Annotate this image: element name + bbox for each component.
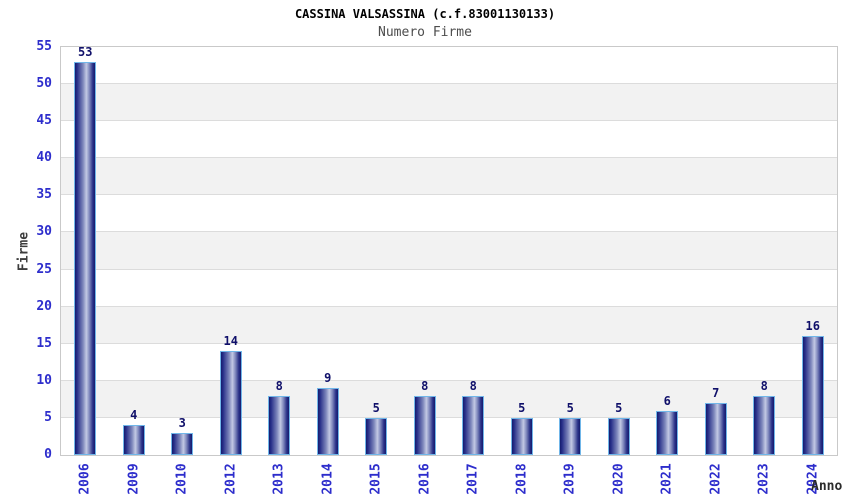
x-tick-label: 2022 (708, 463, 724, 495)
bar (704, 403, 727, 455)
grid-line (61, 194, 837, 196)
bar-value-label: 8 (469, 378, 477, 393)
bar-value-label: 9 (324, 371, 332, 386)
bar (462, 395, 485, 455)
x-tick-label: 2014 (320, 463, 336, 495)
bar (656, 410, 679, 455)
bar (801, 336, 824, 455)
bar (510, 417, 533, 455)
grid-line (61, 120, 837, 122)
bar-value-label: 8 (275, 378, 283, 393)
grid-line (61, 268, 837, 270)
bar-value-label: 6 (663, 393, 671, 408)
bar (122, 425, 145, 455)
bar-value-label: 5 (518, 400, 526, 415)
bar (559, 417, 582, 455)
bar (365, 417, 388, 455)
x-tick-label: 2021 (659, 463, 675, 495)
y-tick-label: 35 (36, 187, 52, 203)
grid-band (61, 343, 837, 381)
x-tick-label: 2017 (465, 463, 481, 495)
bar (753, 395, 776, 455)
grid-band (61, 269, 837, 307)
grid-line (61, 157, 837, 159)
bar (74, 61, 97, 455)
bar (316, 388, 339, 455)
grid-band (61, 232, 837, 270)
grid-band (61, 121, 837, 159)
bar (413, 395, 436, 455)
x-tick-label: 2013 (271, 463, 287, 495)
bar-value-label: 7 (712, 386, 720, 401)
bar-value-label: 8 (760, 378, 768, 393)
grid-line (61, 83, 837, 85)
plot-area: 53 4 3 14 8 9 5 8 8 5 5 5 6 7 8 16 (60, 44, 838, 456)
x-axis-title: Anno (811, 479, 843, 494)
x-tick-label: 2015 (368, 463, 384, 495)
bar-value-label: 3 (178, 415, 186, 430)
bar-value-label: 16 (805, 319, 820, 334)
x-tick-label: 2018 (514, 463, 530, 495)
chart-title: CASSINA VALSASSINA (c.f.83001130133) (294, 7, 556, 21)
bar-value-label: 5 (615, 400, 623, 415)
grid-line (61, 342, 837, 344)
bar-value-label: 53 (78, 44, 93, 59)
grid-band (61, 158, 837, 196)
bar (268, 395, 291, 455)
y-tick-label: 30 (36, 224, 52, 240)
bar (219, 351, 242, 455)
chart-subtitle: Numero Firme (378, 25, 472, 40)
y-tick-label: 45 (36, 113, 52, 129)
y-tick-label: 40 (36, 150, 52, 166)
grid-band (61, 47, 837, 85)
bar-value-label: 4 (130, 408, 138, 423)
x-tick-label: 2020 (611, 463, 627, 495)
grid-line (61, 305, 837, 307)
bar-value-label: 8 (421, 378, 429, 393)
x-tick-label: 2010 (174, 463, 190, 495)
grid-line (61, 416, 837, 418)
y-tick-label: 10 (36, 372, 52, 388)
bar (171, 432, 194, 455)
x-tick-label: 2012 (223, 463, 239, 495)
y-tick-label: 0 (44, 447, 52, 462)
x-tick-label: 2016 (417, 463, 433, 495)
y-tick-label: 25 (36, 261, 52, 277)
y-tick-label: 20 (36, 298, 52, 314)
bar-value-label: 5 (372, 400, 380, 415)
x-tick-label: 2006 (77, 463, 93, 495)
x-tick-label: 2023 (756, 463, 772, 495)
y-tick-label: 15 (36, 335, 52, 351)
bar-value-label: 14 (223, 334, 238, 349)
grid-line (61, 379, 837, 381)
y-tick-label: 50 (36, 76, 52, 92)
bar-value-label: 5 (566, 400, 574, 415)
grid-band (61, 84, 837, 122)
grid-band (61, 306, 837, 344)
y-tick-label: 5 (44, 409, 52, 425)
grid-line (61, 231, 837, 233)
x-tick-label: 2009 (126, 463, 142, 495)
grid-band (61, 195, 837, 233)
x-tick-label: 2019 (562, 463, 578, 495)
y-tick-label: 55 (36, 39, 52, 54)
bar (607, 417, 630, 455)
